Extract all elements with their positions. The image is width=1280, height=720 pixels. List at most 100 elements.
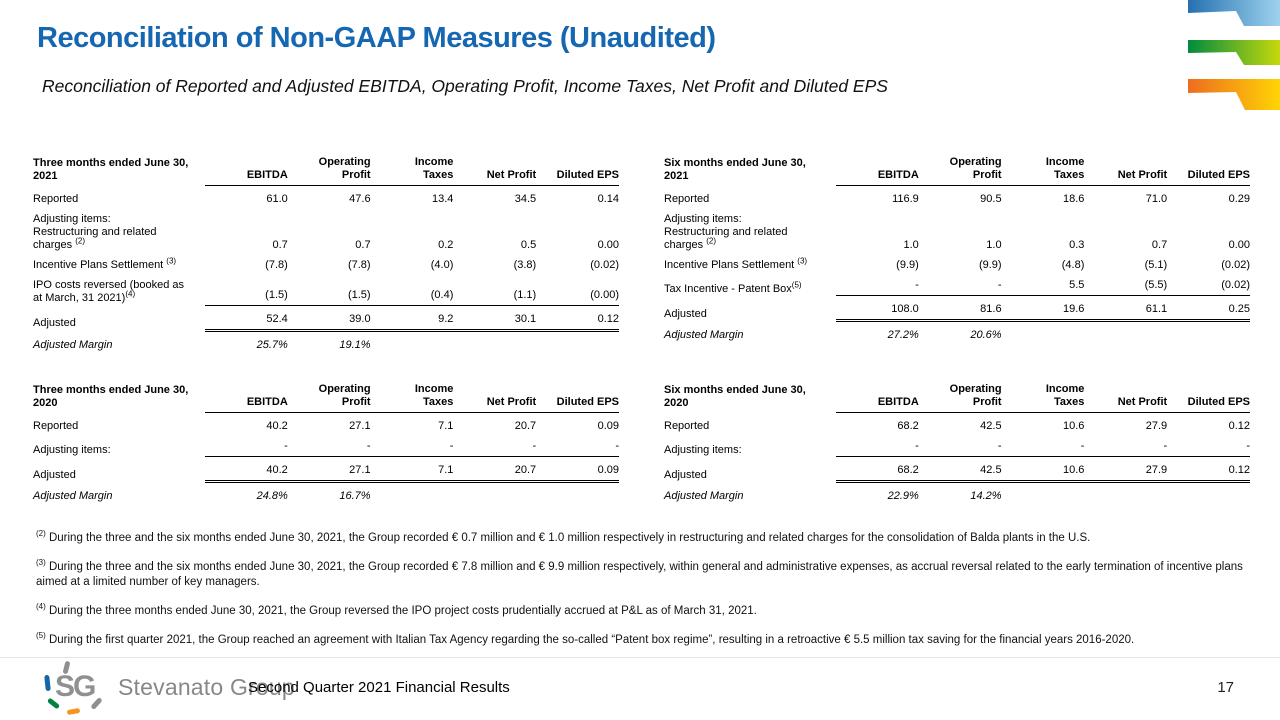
cell-value: 24.8% xyxy=(256,490,288,502)
cell-value: (3.8) xyxy=(513,259,537,271)
cell-value: 0.25 xyxy=(1167,295,1250,322)
table-six-months-2021: Six months ended June 30, 2021 EBITDA Oper… xyxy=(664,156,1250,342)
cell-value xyxy=(1002,482,1085,504)
cell-value: 0.09 xyxy=(597,420,619,432)
cell-value: 0.2 xyxy=(438,239,454,251)
cell-value: (1.5) xyxy=(205,272,288,306)
table-three-months-2021: Three months ended June 30, 2021 EBITDA Op… xyxy=(33,156,619,352)
cell-value: - xyxy=(205,433,288,457)
cell-value: 90.5 xyxy=(980,193,1002,205)
ribbon-green-icon xyxy=(1188,40,1280,65)
column-header: Net Profit xyxy=(453,383,537,413)
cell-value: - xyxy=(453,433,537,457)
table-header-row: Three months ended June 30, 2021 EBITDA Op… xyxy=(33,156,619,186)
cell-value: 108.0 xyxy=(836,295,919,322)
row-label: Adjusted xyxy=(664,307,707,320)
cell-value: 61.1 xyxy=(1084,295,1168,322)
page-title: Reconciliation of Non-GAAP Measures (Una… xyxy=(37,22,716,54)
cell-value: (0.02) xyxy=(590,259,619,271)
table-row: Incentive Plans Settlement (3) (9.9) (9.9)… xyxy=(664,252,1250,272)
cell-value xyxy=(1167,321,1250,343)
cell-value xyxy=(453,482,536,504)
table-row: Reported 68.2 42.5 10.6 27.9 0.12 xyxy=(664,413,1250,434)
row-label: Incentive Plans Settlement (3) xyxy=(664,256,808,271)
cell-value: 27.1 xyxy=(349,420,371,432)
table-row: Adjusted Margin 24.8% 16.7% xyxy=(33,482,619,504)
footnote-marker: (3) xyxy=(36,558,46,568)
footnote: (4) During the three months ended June 3… xyxy=(36,602,757,617)
row-label: Adjusting items: xyxy=(33,443,111,456)
cell-value xyxy=(1084,482,1167,504)
cell-value: 0.12 xyxy=(536,305,619,332)
cell-value: 7.1 xyxy=(370,456,454,483)
cell-value: 30.1 xyxy=(453,305,537,332)
column-header: Income Taxes xyxy=(1001,156,1085,186)
row-label: Adjusted xyxy=(33,468,76,481)
cell-value: 68.2 xyxy=(897,420,919,432)
row-label: Adjusted Margin xyxy=(33,338,113,351)
table-row: Incentive Plans Settlement (3) (7.8) (7.8)… xyxy=(33,252,619,272)
column-header: Income Taxes xyxy=(370,156,454,186)
footer: SG Stevanato Group Second Quarter 2021 F… xyxy=(0,658,1280,720)
cell-value: - xyxy=(836,272,919,296)
table-header-row: Six months ended June 30, 2020 EBITDA Oper… xyxy=(664,383,1250,413)
reconciliation-table: Six months ended June 30, 2021 EBITDA Oper… xyxy=(664,156,1250,342)
row-label: IPO costs reversed (booked as at March, 3… xyxy=(33,279,185,304)
cell-value: (0.4) xyxy=(370,272,454,306)
corner-ribbons-decoration xyxy=(1188,0,1280,110)
cell-value: 9.2 xyxy=(370,305,454,332)
logo-tick-blue-icon xyxy=(44,674,51,692)
cell-value: 0.12 xyxy=(1167,456,1250,483)
cell-value: 10.6 xyxy=(1001,456,1085,483)
page-number: 17 xyxy=(1217,679,1234,696)
column-header: EBITDA xyxy=(836,156,919,186)
cell-value: (7.8) xyxy=(265,259,288,271)
column-header: Diluted EPS xyxy=(536,156,619,186)
row-label: Adjusted xyxy=(664,468,707,481)
table-row: Adjusted Margin 27.2% 20.6% xyxy=(664,321,1250,343)
footnote: (3) During the three and the six months … xyxy=(36,558,1243,588)
table-row: Adjusting items: - - - - - xyxy=(664,433,1250,457)
cell-value xyxy=(371,330,454,352)
cell-value: 116.9 xyxy=(892,193,919,205)
cell-value: 0.29 xyxy=(1228,193,1250,205)
cell-value: (1.1) xyxy=(453,272,537,306)
cell-value: 81.6 xyxy=(918,295,1002,322)
row-label: Adjusted Margin xyxy=(33,490,113,502)
footer-caption: Second Quarter 2021 Financial Results xyxy=(248,679,510,696)
table-row: IPO costs reversed (booked as at March, 3… xyxy=(33,272,619,306)
cell-value: 42.5 xyxy=(980,420,1002,432)
row-label: Adjusting items: xyxy=(664,443,742,456)
cell-value: 19.6 xyxy=(1001,295,1085,322)
logo-tick-orange-icon xyxy=(66,707,81,716)
cell-value: 71.0 xyxy=(1145,193,1168,205)
table-row: Reported 40.2 27.1 7.1 20.7 0.09 xyxy=(33,413,619,434)
footnote: (5) During the first quarter 2021, the G… xyxy=(36,631,1135,646)
slide-subtitle: Reconciliation of Reported and Adjusted … xyxy=(42,76,888,96)
cell-value: 40.2 xyxy=(205,456,288,483)
table-row: Reported 61.0 47.6 13.4 34.5 0.14 xyxy=(33,186,619,207)
cell-value: 0.7 xyxy=(355,239,371,251)
cell-value: 0.09 xyxy=(536,456,619,483)
table-row: Adjusted 40.2 27.1 7.1 20.7 0.09 xyxy=(33,456,619,483)
cell-value: - xyxy=(1001,433,1085,457)
table-row: Adjusted 68.2 42.5 10.6 27.9 0.12 xyxy=(664,456,1250,483)
cell-value: 34.5 xyxy=(514,193,537,205)
column-header: Operating Profit xyxy=(287,156,371,186)
cell-value: 14.2% xyxy=(970,490,1002,502)
table-row: Reported 116.9 90.5 18.6 71.0 0.29 xyxy=(664,186,1250,207)
cell-value: 47.6 xyxy=(349,193,371,205)
row-label: Reported xyxy=(664,193,710,205)
column-header: EBITDA xyxy=(836,383,919,413)
row-label: Reported xyxy=(33,420,79,432)
column-header: Diluted EPS xyxy=(1167,156,1250,186)
cell-value: 20.6% xyxy=(970,329,1002,341)
cell-value: 0.5 xyxy=(520,239,537,251)
row-label: Adjusted Margin xyxy=(664,490,744,502)
cell-value: 22.9% xyxy=(887,490,919,502)
table-period-title: Three months ended June 30, 2020 xyxy=(33,383,189,409)
table-header-row: Six months ended June 30, 2021 EBITDA Oper… xyxy=(664,156,1250,186)
reconciliation-table: Three months ended June 30, 2021 EBITDA Op… xyxy=(33,156,619,352)
footer-divider xyxy=(0,657,1280,658)
ribbon-orange-icon xyxy=(1188,79,1280,110)
